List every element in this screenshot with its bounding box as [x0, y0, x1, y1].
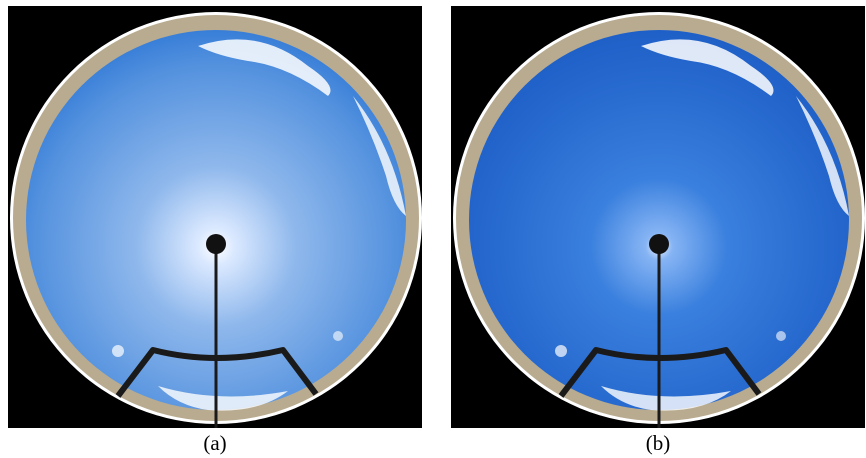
- caption-a: (a): [203, 431, 227, 455]
- sun-shade-ball-a: [206, 234, 226, 254]
- shadow-band-frame-b: [558, 244, 762, 428]
- sun-shade-ball-b: [649, 234, 669, 254]
- caption-b: (b): [645, 431, 671, 455]
- shadow-band-frame-a: [115, 244, 319, 428]
- cloud-bottom-a: [158, 386, 288, 411]
- cloud-top-b: [641, 39, 774, 96]
- cloud-puff-b: [776, 331, 786, 341]
- fisheye-sky-image-b: [451, 6, 865, 428]
- sky-dome-b: [469, 30, 849, 410]
- cloud-right-b: [796, 96, 849, 216]
- cloud-puff-b: [555, 345, 567, 357]
- cloud-bottom-b: [601, 386, 731, 411]
- cloud-puff-a: [333, 331, 343, 341]
- fisheye-sky-image-a: [8, 6, 422, 428]
- sky-dome-a: [26, 30, 406, 410]
- cloud-puff-a: [112, 345, 124, 357]
- cloud-right-a: [353, 96, 406, 216]
- fisheye-sky-svg-a: [8, 6, 422, 428]
- fisheye-sky-svg-b: [451, 6, 865, 428]
- cloud-top-a: [198, 39, 331, 96]
